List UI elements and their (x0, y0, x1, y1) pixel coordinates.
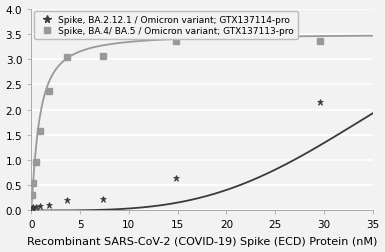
Legend: Spike, BA.2.12.1 / Omicron variant; GTX137114-pro, Spike, BA.4/ BA.5 / Omicron v: Spike, BA.2.12.1 / Omicron variant; GTX1… (34, 12, 298, 40)
X-axis label: Recombinant SARS-CoV-2 (COVID-19) Spike (ECD) Protein (nM): Recombinant SARS-CoV-2 (COVID-19) Spike … (27, 237, 377, 246)
